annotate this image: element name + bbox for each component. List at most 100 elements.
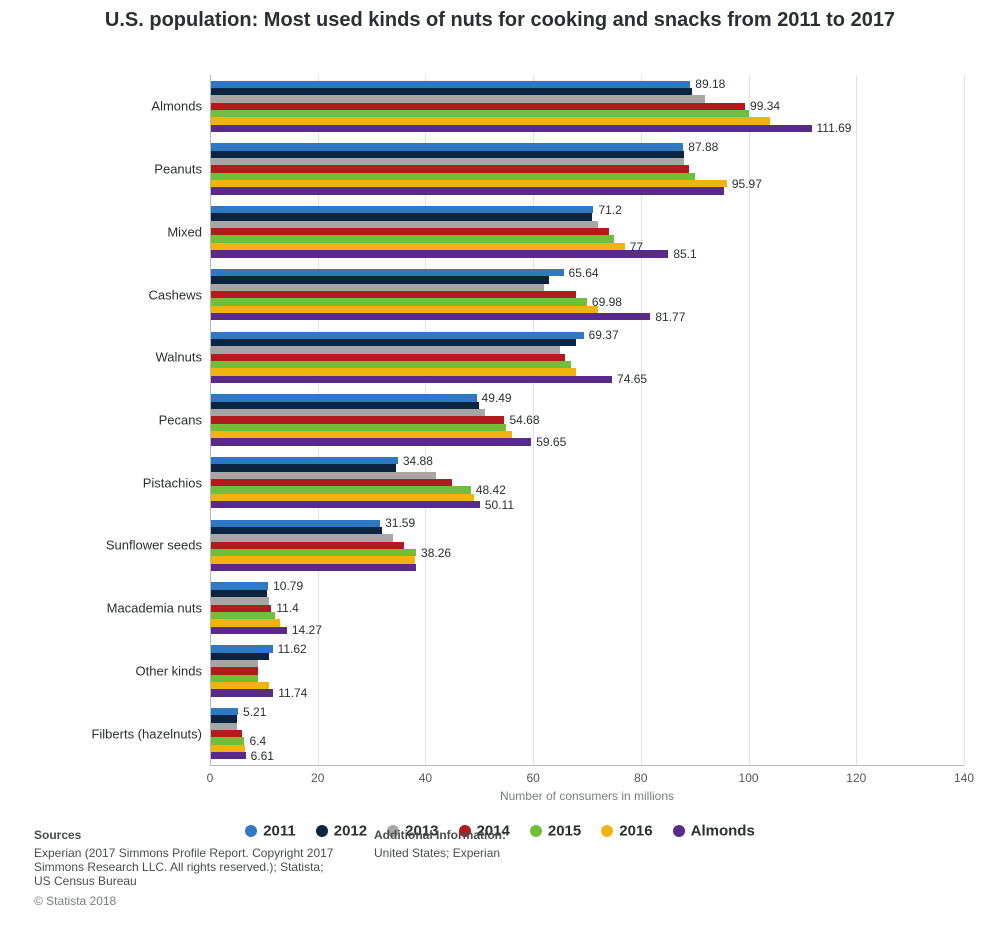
value-label: 14.27 [292,623,322,637]
bar [211,235,614,242]
bar [211,354,565,361]
addl-info-text: United States; Experian [374,846,966,860]
value-label: 49.49 [482,391,512,405]
bar [211,298,587,305]
bar [211,180,727,187]
value-label: 69.98 [592,295,622,309]
x-tick: 20 [311,771,324,785]
category-label: Pecans [159,413,210,428]
value-label: 71.2 [598,203,621,217]
bar [211,708,238,715]
category-label: Macademia nuts [107,601,210,616]
value-label: 81.77 [655,310,685,324]
addl-info-heading: Additional Information: [374,828,966,842]
value-label: 85.1 [673,247,696,261]
bar [211,564,416,571]
bar [211,81,690,88]
bar [211,376,612,383]
bar [211,745,245,752]
bar [211,394,477,401]
bar [211,250,668,257]
value-label: 99.34 [750,99,780,113]
bar [211,723,237,730]
bar [211,752,246,759]
x-tick: 140 [954,771,974,785]
bar [211,520,380,527]
category-label: Pistachios [143,475,210,490]
category-label: Walnuts [156,350,210,365]
bar [211,627,287,634]
value-label: 77 [630,240,643,254]
bar [211,549,416,556]
bar [211,221,598,228]
footer: Sources Experian (2017 Simmons Profile R… [34,828,966,908]
category-label: Cashews [149,287,210,302]
category-label: Almonds [151,99,210,114]
bar [211,151,684,158]
bar [211,675,258,682]
copyright: © Statista 2018 [34,894,334,908]
bar [211,173,695,180]
value-label: 95.97 [732,177,762,191]
bar [211,416,504,423]
bar [211,431,512,438]
bar [211,438,531,445]
bar [211,228,609,235]
bar [211,313,650,320]
x-axis-label: Number of consumers in millions [210,789,964,803]
bar [211,464,396,471]
value-label: 69.37 [589,328,619,342]
bar [211,715,237,722]
bar [211,213,592,220]
bar [211,424,506,431]
bar [211,660,258,667]
bar [211,243,625,250]
bar [211,472,436,479]
bar [211,619,280,626]
bar [211,88,692,95]
chart-title: U.S. population: Most used kinds of nuts… [0,0,1000,33]
category-label: Mixed [167,224,210,239]
value-label: 31.59 [385,516,415,530]
bar [211,125,812,132]
x-tick: 0 [207,771,214,785]
bar [211,501,480,508]
value-label: 59.65 [536,435,566,449]
value-label: 87.88 [688,140,718,154]
value-label: 65.64 [569,266,599,280]
bar [211,612,275,619]
bar [211,95,705,102]
bar [211,737,244,744]
value-label: 6.4 [249,734,266,748]
bar [211,486,471,493]
plot-area: 020406080100120140Number of consumers in… [210,75,964,765]
bar [211,582,268,589]
bar [211,165,689,172]
bar [211,269,564,276]
bar [211,103,745,110]
bar [211,361,571,368]
bar [211,605,271,612]
bar [211,346,560,353]
value-label: 11.62 [278,642,307,656]
bar [211,402,479,409]
x-tick: 80 [634,771,647,785]
bar [211,689,273,696]
bar [211,730,242,737]
category-label: Other kinds [136,663,210,678]
bar [211,332,584,339]
bar [211,158,684,165]
value-label: 10.79 [273,579,303,593]
bar [211,527,382,534]
value-label: 11.4 [276,601,298,615]
x-tick: 40 [419,771,432,785]
x-tick: 100 [739,771,759,785]
value-label: 74.65 [617,372,647,386]
category-label: Peanuts [154,162,210,177]
bar [211,117,770,124]
bar [211,645,273,652]
value-label: 34.88 [403,454,433,468]
bar [211,284,544,291]
category-label: Sunflower seeds [106,538,210,553]
category-label: Filberts (hazelnuts) [91,726,210,741]
